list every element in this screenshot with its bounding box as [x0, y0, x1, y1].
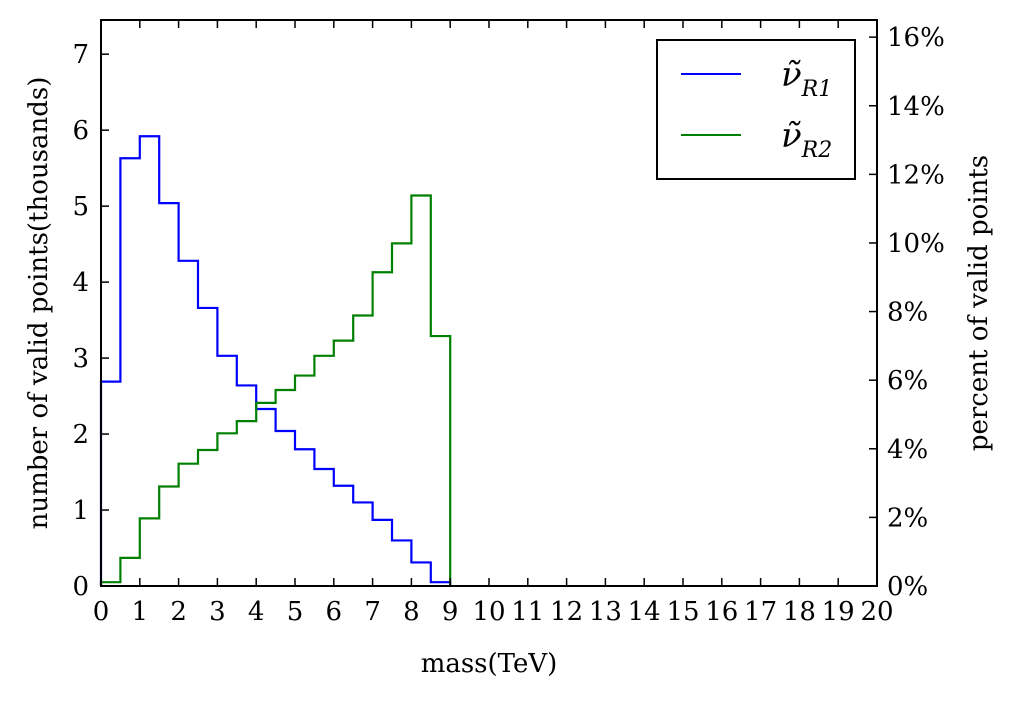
labels-layer: 0 1 2 3 4 5 6 7 8 9 10 11 12 13 14 15 16 17 18 19 2001234567…	[72, 23, 944, 627]
y-tick-label: 5	[72, 192, 89, 222]
x-tick-label: 8	[403, 597, 420, 627]
y-tick-label: 4	[72, 268, 89, 298]
x-tick-label: 4	[248, 597, 265, 627]
series-layer	[99, 135, 452, 586]
y-right-tick-label: 16%	[887, 23, 945, 53]
series-line-r1	[99, 135, 452, 586]
x-tick-label: 7	[364, 597, 381, 627]
y-right-tick-label: 10%	[887, 229, 945, 259]
x-tick-label: 17	[744, 597, 777, 627]
x-axis-label: mass(TeV)	[421, 649, 558, 679]
x-tick-label: 3	[209, 597, 226, 627]
y-tick-label: 2	[72, 420, 89, 450]
y-right-tick-label: 0%	[887, 572, 928, 602]
x-tick-label: 6	[326, 597, 343, 627]
x-tick-label: 9	[442, 597, 459, 627]
y-tick-label: 3	[72, 344, 89, 374]
y-right-tick-label: 6%	[887, 366, 928, 396]
x-tick-label: 15	[666, 597, 699, 627]
ticks-layer	[100, 20, 878, 587]
x-tick-label: 11	[511, 597, 544, 627]
y-tick-label: 0	[72, 572, 89, 602]
y-tick-label: 6	[72, 116, 89, 146]
x-tick-label: 18	[783, 597, 816, 627]
x-tick-label: 20	[860, 597, 893, 627]
x-tick-label: 10	[472, 597, 505, 627]
legend: ν̃R1 ν̃R2	[656, 39, 856, 180]
x-tick-label: 0	[93, 597, 110, 627]
y-right-tick-label: 4%	[887, 435, 928, 465]
x-tick-label: 12	[550, 597, 583, 627]
y-right-tick-label: 14%	[887, 92, 945, 122]
legend-label-r2: ν̃R2	[781, 116, 832, 163]
y-right-tick-label: 12%	[887, 160, 945, 190]
x-tick-label: 2	[170, 597, 187, 627]
y-axis-right-label: percent of valid points	[964, 155, 994, 451]
y-right-tick-label: 2%	[887, 503, 928, 533]
y-right-tick-label: 8%	[887, 298, 928, 328]
x-tick-label: 14	[628, 597, 661, 627]
series-line-r2	[99, 194, 452, 586]
y-tick-label: 1	[72, 496, 89, 526]
legend-box	[656, 39, 856, 180]
legend-label-r1: ν̃R1	[781, 55, 832, 102]
y-axis-label: number of valid points(thousands)	[24, 77, 54, 530]
x-tick-label: 1	[132, 597, 149, 627]
x-tick-label: 19	[822, 597, 855, 627]
y-tick-label: 7	[72, 40, 89, 70]
x-tick-label: 16	[705, 597, 738, 627]
x-tick-label: 13	[589, 597, 622, 627]
x-tick-label: 5	[287, 597, 304, 627]
